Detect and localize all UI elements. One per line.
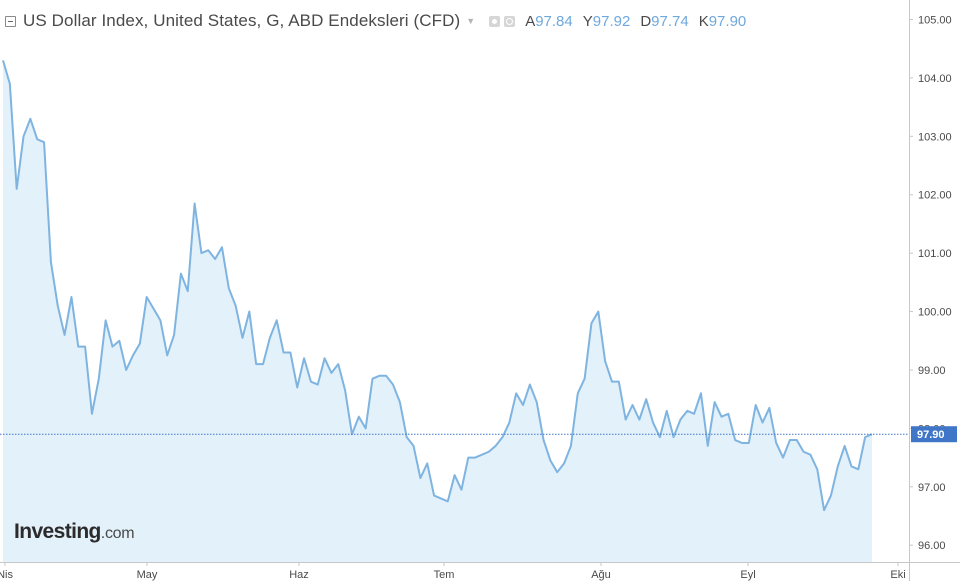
x-tick-label: Tem [434, 569, 455, 581]
area-fill [3, 60, 872, 562]
series-line [2, 60, 873, 512]
collapse-icon[interactable] [5, 15, 16, 27]
last-price-tag [911, 426, 957, 443]
y-tick-label: 103.00 [918, 131, 952, 143]
eye-icon[interactable] [489, 15, 501, 27]
ohlc-high: Y97.92 [582, 12, 631, 30]
y-tick-label: 100.00 [918, 307, 952, 319]
ohlc-open: A97.84 [525, 12, 573, 30]
x-tick-label: Ağu [591, 569, 611, 581]
y-tick-label: 97.00 [918, 482, 946, 494]
y-tick-label: 96.00 [918, 540, 946, 552]
gear-icon[interactable] [504, 15, 516, 27]
y-tick-label: 105.00 [918, 15, 952, 27]
chart-title: US Dollar Index, United States, G, ABD E… [23, 11, 461, 30]
y-tick-label: 104.00 [918, 73, 952, 85]
x-tick-label: Eki [890, 569, 905, 581]
y-tick-label: 99.00 [918, 365, 946, 377]
ohlc-low: D97.74 [640, 12, 689, 30]
chart-header: US Dollar Index, United States, G, ABD E… [0, 8, 750, 34]
ohlc-close: K97.90 [698, 12, 747, 30]
x-tick-label: May [137, 569, 158, 581]
x-tick-label: Eyl [740, 569, 755, 581]
y-tick-label: 102.00 [918, 190, 952, 202]
x-tick-label: Nis [0, 569, 13, 581]
y-tick-label: 101.00 [918, 248, 952, 260]
investing-logo: Investing.com [14, 520, 135, 543]
last-price-label: 97.90 [917, 429, 945, 441]
caret-down-icon[interactable]: ▼ [466, 16, 476, 26]
x-tick-label: Haz [289, 569, 309, 581]
